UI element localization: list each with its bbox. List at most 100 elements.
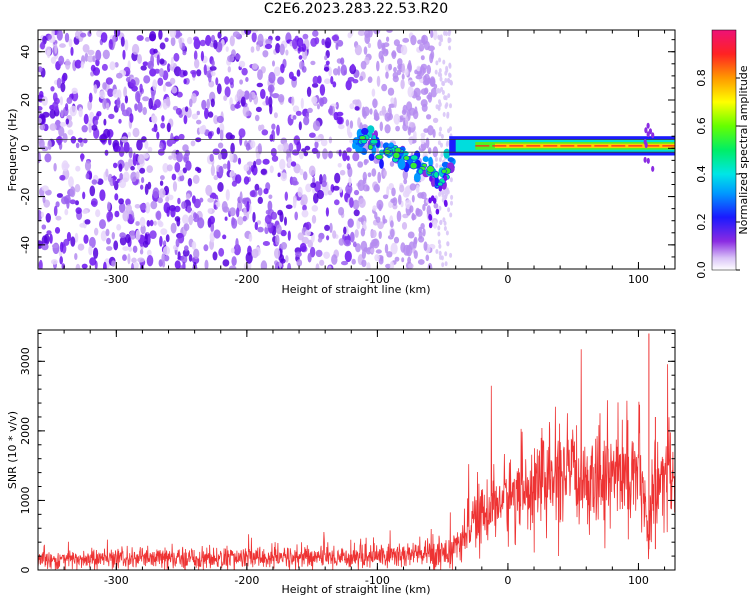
noise-speckle <box>325 60 330 66</box>
noise-speckle <box>305 112 310 119</box>
noise-speckle <box>75 207 82 215</box>
noise-speckle <box>387 87 395 96</box>
noise-speckle <box>209 231 215 243</box>
noise-speckle <box>409 122 416 128</box>
noise-speckle <box>137 101 143 113</box>
noise-speckle <box>401 109 407 115</box>
noise-speckle <box>440 142 443 148</box>
noise-speckle <box>225 189 230 201</box>
noise-speckle <box>433 30 438 41</box>
noise-speckle <box>444 194 448 200</box>
noise-speckle <box>95 49 102 61</box>
noise-speckle <box>407 126 412 136</box>
noise-speckle <box>235 174 242 184</box>
noise-speckle <box>312 120 321 132</box>
noise-speckle <box>88 123 92 133</box>
noise-speckle <box>89 185 96 197</box>
noise-speckle <box>152 79 158 91</box>
noise-speckle <box>273 112 278 119</box>
noise-speckle <box>176 217 181 227</box>
noise-speckle <box>45 213 51 223</box>
noise-speckle <box>327 190 333 196</box>
noise-speckle <box>108 39 114 50</box>
noise-speckle <box>238 90 245 97</box>
noise-speckle <box>68 176 74 188</box>
noise-speckle <box>363 159 369 164</box>
noise-speckle <box>299 242 307 252</box>
noise-speckle <box>292 38 298 50</box>
noise-speckle <box>326 235 330 241</box>
noise-speckle <box>217 31 222 39</box>
noise-speckle <box>51 243 59 249</box>
noise-speckle <box>434 69 438 75</box>
noise-speckle <box>162 102 166 108</box>
noise-speckle <box>39 123 46 131</box>
noise-speckle <box>158 259 163 267</box>
noise-speckle <box>442 81 446 87</box>
noise-speckle <box>59 96 64 106</box>
noise-speckle <box>245 252 253 264</box>
noise-speckle <box>182 50 187 56</box>
noise-speckle <box>341 260 348 266</box>
noise-speckle <box>334 172 341 184</box>
noise-speckle <box>438 41 442 47</box>
noise-speckle <box>296 69 301 77</box>
noise-speckle <box>231 49 236 58</box>
noise-speckle <box>434 156 438 162</box>
noise-speckle <box>433 203 439 209</box>
noise-speckle <box>373 115 380 121</box>
noise-speckle <box>75 142 80 149</box>
noise-speckle <box>218 247 225 257</box>
colorbar-label: Normalized spectral amplitude <box>737 65 750 234</box>
noise-speckle <box>127 253 131 265</box>
noise-speckle <box>402 37 410 43</box>
noise-speckle <box>222 234 227 240</box>
noise-speckle <box>272 212 278 220</box>
noise-speckle <box>414 106 418 114</box>
noise-speckle <box>107 201 111 211</box>
noise-speckle <box>257 196 263 204</box>
noise-speckle <box>425 137 430 149</box>
noise-speckle <box>253 94 259 105</box>
noise-speckle <box>91 179 98 185</box>
noise-speckle <box>381 105 387 116</box>
noise-speckle <box>441 90 445 95</box>
noise-speckle <box>68 38 73 48</box>
noise-speckle <box>131 43 140 55</box>
noise-speckle <box>319 259 325 266</box>
noise-speckle <box>122 246 129 252</box>
noise-speckle <box>238 60 246 68</box>
noise-speckle <box>303 116 310 126</box>
noise-speckle <box>389 161 395 167</box>
noise-speckle <box>100 230 107 242</box>
noise-speckle <box>147 146 153 153</box>
noise-speckle <box>134 103 138 112</box>
noise-speckle <box>137 54 142 64</box>
noise-speckle <box>340 57 345 65</box>
noise-speckle <box>367 172 372 178</box>
noise-speckle <box>106 237 111 245</box>
noise-speckle <box>285 204 293 210</box>
noise-speckle <box>80 153 84 162</box>
noise-speckle <box>263 188 269 195</box>
noise-speckle <box>256 82 263 88</box>
noise-speckle <box>229 265 237 269</box>
noise-speckle <box>197 217 205 229</box>
noise-speckle <box>156 131 160 140</box>
signal-speckle <box>447 162 454 169</box>
noise-speckle <box>192 174 200 184</box>
noise-speckle <box>134 204 141 209</box>
noise-speckle <box>300 97 304 109</box>
x-tick-label: -300 <box>104 574 129 587</box>
noise-speckle <box>349 120 354 129</box>
noise-speckle <box>164 37 169 43</box>
noise-speckle <box>196 69 202 77</box>
noise-speckle <box>222 259 230 267</box>
noise-speckle <box>432 117 439 123</box>
noise-speckle <box>344 250 352 263</box>
noise-speckle <box>284 191 288 201</box>
noise-speckle <box>223 95 228 101</box>
noise-speckle <box>213 115 219 125</box>
signal-speckle <box>644 142 648 149</box>
noise-speckle <box>449 252 453 258</box>
